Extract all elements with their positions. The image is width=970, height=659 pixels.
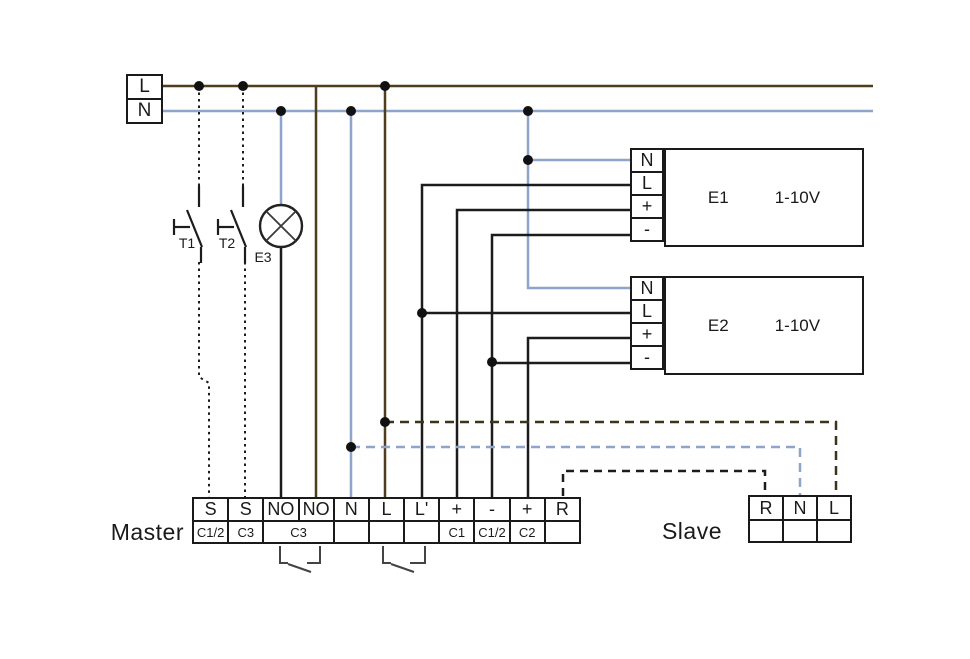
switch-t2-label: T2 <box>218 235 236 251</box>
ballast-e1-type: 1-10V <box>774 187 821 207</box>
slave-label: Slave <box>661 518 722 544</box>
e1-terminal-n: N <box>630 148 664 173</box>
master-channel-c12b: C1/2 <box>473 520 511 544</box>
master-terminal-n: N <box>332 497 370 522</box>
slave-empty-cell <box>816 519 852 543</box>
slave-dashed-wires <box>351 420 838 496</box>
slave-empty-cell <box>748 519 784 543</box>
master-terminal-no1: NO <box>262 497 300 522</box>
ballast-e2-box: E2 1-10V <box>664 276 864 375</box>
e2-terminal-plus: + <box>630 322 664 347</box>
slave-terminal-strip: R N L <box>748 495 852 543</box>
push-button-t1-icon <box>172 186 204 263</box>
e1-terminal-l: L <box>630 171 664 196</box>
master-terminal-s1: S <box>191 497 230 522</box>
master-terminal-plus1: + <box>438 497 476 522</box>
pushbutton-dotted-wires <box>198 86 246 497</box>
master-channel-empty-n <box>332 520 370 544</box>
slave-empty-cell <box>782 519 818 543</box>
master-label: Master <box>110 519 184 545</box>
live-wires <box>163 84 873 497</box>
slave-terminal-l: L <box>816 495 852 521</box>
feed-terminal-l: L <box>126 74 163 100</box>
master-channel-empty-lprime <box>403 520 441 544</box>
mains-feed-terminals: L N <box>126 74 163 124</box>
e2-terminal-l: L <box>630 299 664 324</box>
ballast-e1-name: E1 <box>707 187 729 207</box>
master-channel-c3b: C3 <box>262 520 335 544</box>
master-terminal-s2: S <box>227 497 265 522</box>
relay-contact-l-icon <box>382 546 426 573</box>
feed-terminal-n: N <box>126 98 163 124</box>
master-terminal-l: L <box>367 497 406 522</box>
master-terminal-r: R <box>543 497 582 522</box>
master-terminal-no2: NO <box>297 497 335 522</box>
relay-contact-no-icon <box>279 546 321 573</box>
lamp-icon <box>258 203 304 249</box>
e1-terminal-plus: + <box>630 194 664 219</box>
slave-terminal-n: N <box>782 495 818 521</box>
ballast-e2-type: 1-10V <box>774 315 821 335</box>
e2-terminal-n: N <box>630 276 664 301</box>
ballast-e1-terminals: N L + - <box>630 148 664 242</box>
master-channel-c12a: C1/2 <box>191 520 230 544</box>
master-channel-c3a: C3 <box>227 520 265 544</box>
control-wires <box>279 183 630 497</box>
slave-terminal-r: R <box>748 495 784 521</box>
master-terminal-lprime: L' <box>403 497 441 522</box>
switch-t1-label: T1 <box>178 235 196 251</box>
master-terminal-strip: S S NO NO N L L' + - + R C1/2 C3 C3 C1 C… <box>191 497 582 544</box>
e1-terminal-minus: - <box>630 217 664 242</box>
master-channel-c1: C1 <box>438 520 476 544</box>
lamp-e3-label: E3 <box>254 249 272 265</box>
junction-dots <box>194 81 533 452</box>
push-button-t2-icon <box>216 186 248 263</box>
master-channel-empty-l <box>367 520 406 544</box>
ballast-e1-box: E1 1-10V <box>664 148 864 247</box>
ballast-e2-terminals: N L + - <box>630 276 664 370</box>
ballast-e2-name: E2 <box>707 315 729 335</box>
master-channel-c2: C2 <box>508 520 546 544</box>
master-channel-empty-r <box>543 520 582 544</box>
master-terminal-minus: - <box>473 497 511 522</box>
master-terminal-plus2: + <box>508 497 546 522</box>
e2-terminal-minus: - <box>630 345 664 370</box>
